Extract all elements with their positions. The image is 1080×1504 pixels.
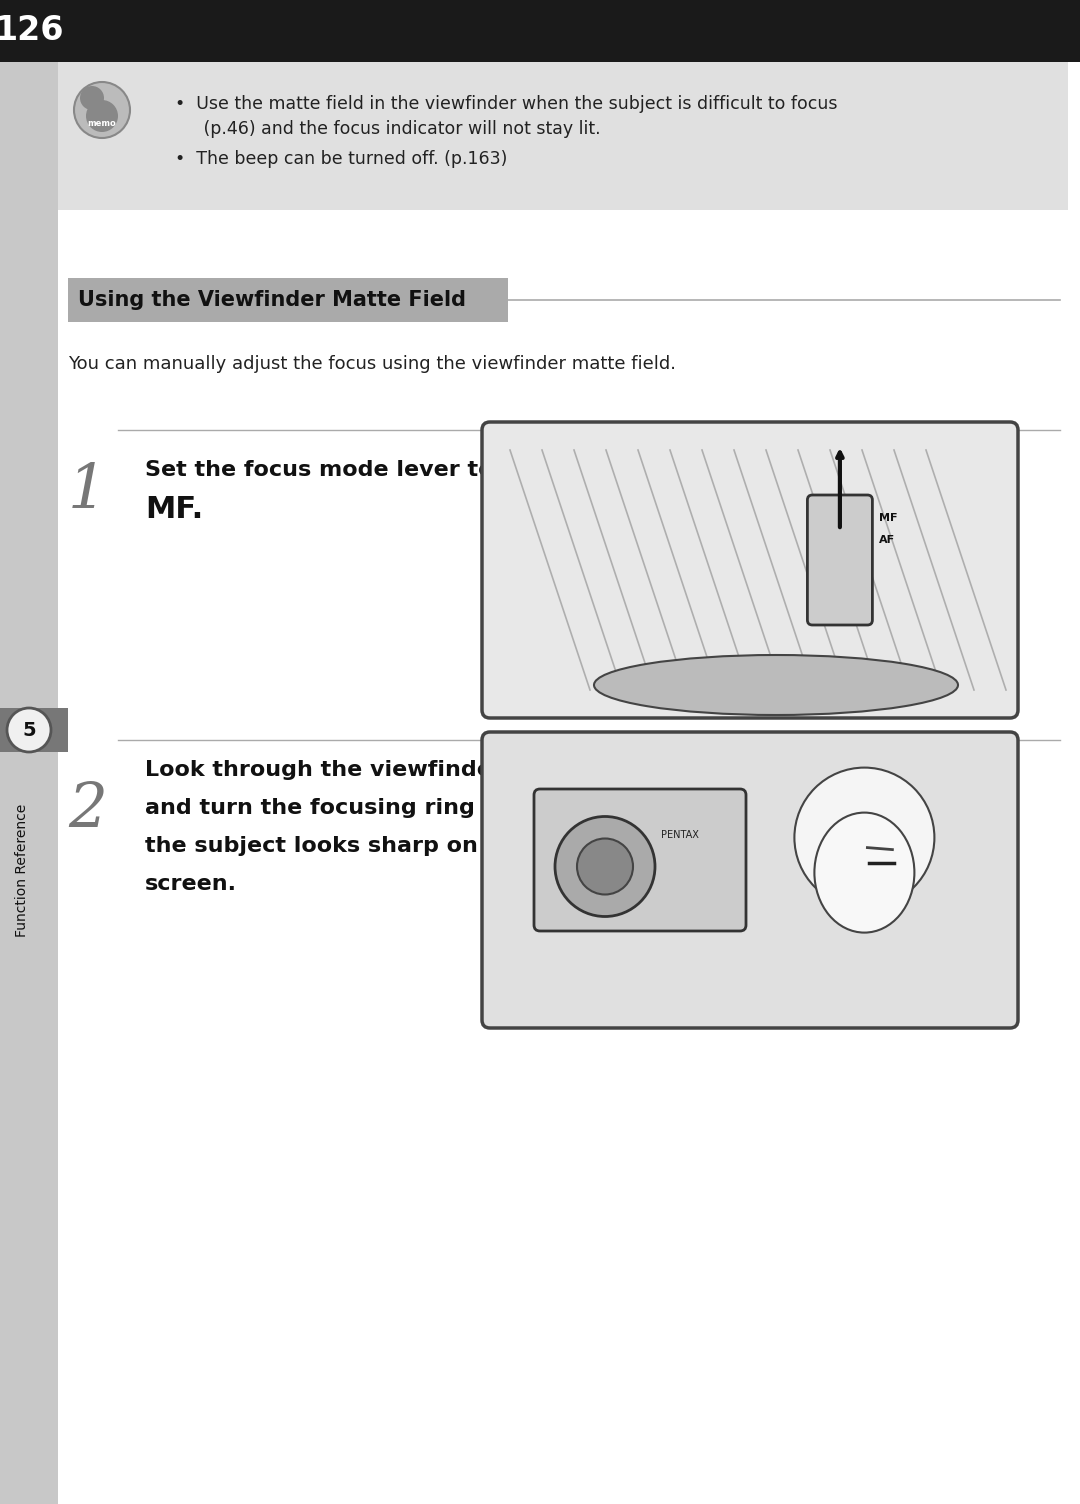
Text: the subject looks sharp on the: the subject looks sharp on the — [145, 836, 527, 856]
Bar — [0, 0, 58, 1504]
Text: Function Reference: Function Reference — [15, 803, 29, 937]
Text: Set the focus mode lever to: Set the focus mode lever to — [145, 460, 494, 480]
Ellipse shape — [814, 812, 915, 932]
Text: AF: AF — [879, 535, 895, 544]
Text: PENTAX: PENTAX — [661, 830, 699, 841]
Bar — [58, 62, 1068, 211]
Text: Using the Viewfinder Matte Field: Using the Viewfinder Matte Field — [78, 290, 465, 310]
Bar — [68, 278, 508, 322]
Text: (p.46) and the focus indicator will not stay lit.: (p.46) and the focus indicator will not … — [187, 120, 600, 138]
Ellipse shape — [594, 656, 958, 714]
Bar — [0, 708, 68, 752]
Circle shape — [555, 817, 654, 916]
Text: 1: 1 — [68, 460, 107, 520]
Circle shape — [86, 99, 118, 132]
Circle shape — [6, 708, 51, 752]
Bar — [0, 0, 1080, 62]
Circle shape — [75, 83, 130, 138]
FancyBboxPatch shape — [482, 423, 1018, 717]
Circle shape — [795, 767, 934, 907]
Text: 2: 2 — [68, 781, 107, 841]
Text: MF.: MF. — [145, 495, 203, 525]
FancyBboxPatch shape — [808, 495, 873, 626]
Text: 5: 5 — [23, 720, 36, 740]
Text: You can manually adjust the focus using the viewfinder matte field.: You can manually adjust the focus using … — [68, 355, 676, 373]
Text: Look through the viewfinder: Look through the viewfinder — [145, 760, 503, 781]
Text: •  The beep can be turned off. (p.163): • The beep can be turned off. (p.163) — [175, 150, 508, 168]
Text: •  Use the matte field in the viewfinder when the subject is difficult to focus: • Use the matte field in the viewfinder … — [175, 95, 837, 113]
Circle shape — [577, 839, 633, 895]
FancyBboxPatch shape — [482, 732, 1018, 1029]
Text: memo: memo — [87, 119, 117, 128]
Circle shape — [80, 86, 104, 110]
FancyBboxPatch shape — [534, 790, 746, 931]
Text: MF: MF — [879, 513, 897, 523]
Text: screen.: screen. — [145, 874, 237, 893]
Text: 126: 126 — [0, 15, 64, 48]
Text: and turn the focusing ring until: and turn the focusing ring until — [145, 799, 540, 818]
